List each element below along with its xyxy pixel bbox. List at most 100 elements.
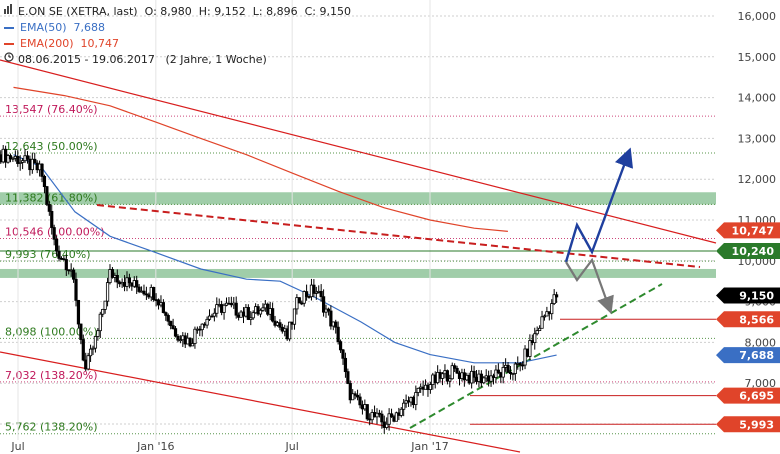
candle-body <box>88 348 93 357</box>
y-tick-label: 16,000 <box>738 10 777 23</box>
candle-body <box>91 347 95 350</box>
candle-body <box>193 328 197 344</box>
candle-body <box>251 312 255 319</box>
candle-body <box>445 370 449 382</box>
candle-body <box>45 186 49 205</box>
candle-body <box>212 312 216 317</box>
candle-body <box>540 316 544 329</box>
x-tick-label: Jul <box>285 440 299 453</box>
price-tag-label: 7,688 <box>739 349 774 362</box>
price-tag-box <box>716 287 780 304</box>
candle-body <box>173 328 178 337</box>
candle-body <box>501 367 505 378</box>
candle-body <box>81 339 85 361</box>
candle-body <box>30 158 34 171</box>
legend-period-row: 08.06.2015 - 19.06.2017 (2 Jahre, 1 Woch… <box>4 52 351 68</box>
candle-body <box>450 365 454 380</box>
candle-body <box>288 321 292 340</box>
candle-body <box>399 408 403 416</box>
price-tag: 8,566 <box>716 311 780 328</box>
candle-body <box>11 157 15 160</box>
candle-body <box>521 364 525 367</box>
candle-body <box>380 413 384 423</box>
x-tick-label: Jan '17 <box>410 440 448 453</box>
price-tag-box <box>716 387 780 404</box>
y-tick-label: 13,000 <box>738 132 777 145</box>
candle-body <box>416 387 420 393</box>
price-tag-box <box>716 311 780 328</box>
y-tick-label: 15,000 <box>738 51 777 64</box>
candle-body <box>98 313 102 332</box>
candle-body <box>518 363 522 366</box>
close-value: 9,150 <box>319 5 352 18</box>
candle-body <box>387 413 391 425</box>
candle-body <box>79 323 83 340</box>
candle-body <box>93 336 98 349</box>
bearish-scenario-arrow <box>565 257 614 315</box>
candle-body <box>511 373 515 375</box>
candle-body <box>135 280 139 288</box>
candle-body <box>246 307 250 320</box>
candle-body <box>54 238 59 252</box>
candle-body <box>110 269 115 278</box>
candle-body <box>385 423 389 428</box>
open-label: O: <box>144 5 157 18</box>
legend-ema50-row: EMA(50) 7,688 <box>4 20 351 36</box>
candle-body <box>261 307 265 311</box>
candle-body <box>494 369 498 378</box>
clock-icon <box>4 52 14 68</box>
candle-body <box>74 278 78 301</box>
candle-body <box>353 393 357 396</box>
candle-body <box>319 290 323 298</box>
candle-body <box>389 413 394 418</box>
candle-body <box>448 378 452 382</box>
candle-body <box>76 299 81 325</box>
candle-body <box>40 163 44 177</box>
y-tick-label: 14,000 <box>738 92 777 105</box>
candle-body <box>538 327 542 332</box>
candle-body <box>171 325 175 330</box>
instrument-name: E.ON SE (XETRA, last) <box>18 5 138 18</box>
price-tag-label: 8,566 <box>739 313 774 326</box>
candle-body <box>472 370 476 378</box>
ema200-value: 10,747 <box>80 37 120 50</box>
chart-legend: E.ON SE (XETRA, last) O: 8,980 H: 9,152 … <box>4 4 351 68</box>
price-tag-box <box>716 222 780 239</box>
price-tag-box <box>716 243 780 260</box>
high-value: 9,152 <box>214 5 246 18</box>
candle-body <box>428 384 432 390</box>
candle-body <box>258 309 263 315</box>
ema200-swatch <box>4 43 14 45</box>
candle-body <box>302 291 306 304</box>
candle-body <box>178 339 182 342</box>
price-tag-label: 5,993 <box>739 418 774 431</box>
candle-body <box>234 302 238 316</box>
candle-body <box>402 402 406 410</box>
candle-body <box>50 211 54 228</box>
fib-level-label: 13,547 (76.40%) <box>5 103 98 116</box>
price-tag-box <box>716 416 780 433</box>
candle-body <box>222 304 226 313</box>
candle-body <box>304 291 309 297</box>
candle-body <box>535 330 539 335</box>
ema200-label: EMA(200) <box>20 37 74 50</box>
bullish-scenario-arrow <box>564 147 634 263</box>
candle-body <box>513 363 517 374</box>
candle-body <box>33 158 37 164</box>
candle-body <box>96 330 100 337</box>
ema200-line <box>13 86 508 232</box>
support-zone <box>0 268 716 278</box>
candle-body <box>552 294 556 304</box>
candle-body <box>455 367 459 374</box>
legend-ema200-row: EMA(200) 10,747 <box>4 36 351 52</box>
low-label: L: <box>252 5 263 18</box>
candle-body <box>297 297 301 304</box>
open-value: 8,980 <box>160 5 192 18</box>
candle-body <box>137 286 141 292</box>
candle-body <box>8 155 13 160</box>
bar-chart-icon <box>4 4 14 20</box>
candle-body <box>523 348 527 366</box>
candle-body <box>346 371 350 384</box>
candle-body <box>338 341 343 351</box>
